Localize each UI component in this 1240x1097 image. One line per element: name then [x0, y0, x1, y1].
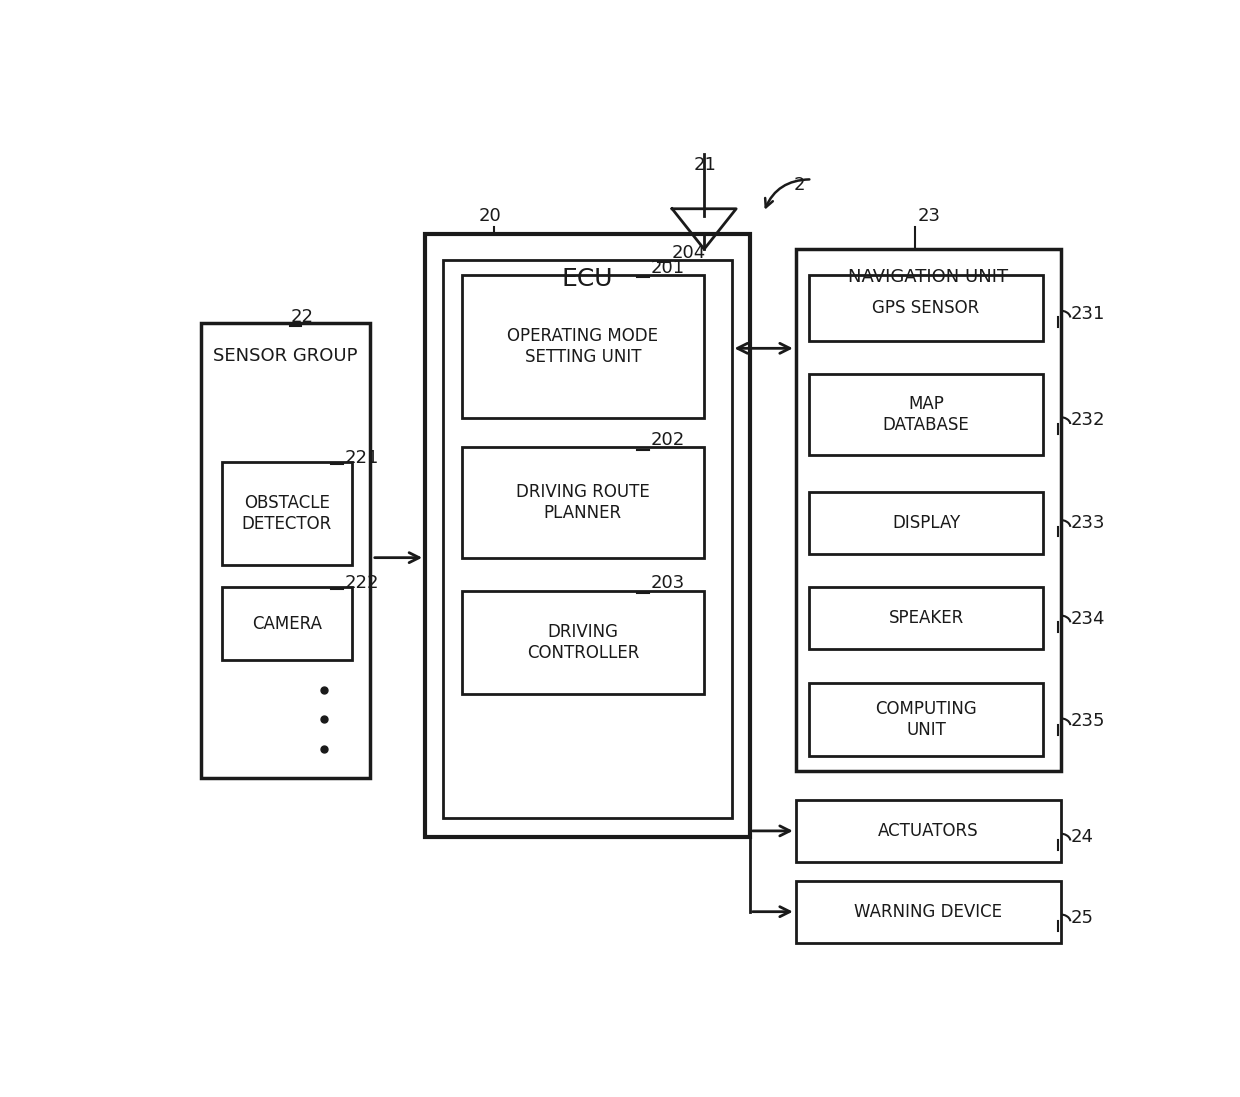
Text: DISPLAY: DISPLAY [892, 513, 960, 532]
Bar [222, 587, 352, 660]
Text: 234: 234 [1070, 610, 1105, 627]
Bar [461, 590, 704, 693]
Text: 22: 22 [290, 308, 314, 326]
Text: DRIVING ROUTE
PLANNER: DRIVING ROUTE PLANNER [516, 483, 650, 522]
Bar [810, 491, 1043, 554]
Bar [796, 249, 1061, 771]
Text: 221: 221 [345, 450, 379, 467]
Text: OBSTACLE
DETECTOR: OBSTACLE DETECTOR [242, 494, 332, 533]
Bar [810, 587, 1043, 649]
Text: GPS SENSOR: GPS SENSOR [873, 298, 980, 317]
Text: WARNING DEVICE: WARNING DEVICE [854, 903, 1002, 921]
Text: OPERATING MODE
SETTING UNIT: OPERATING MODE SETTING UNIT [507, 327, 658, 366]
Bar [444, 260, 732, 818]
Text: NAVIGATION UNIT: NAVIGATION UNIT [848, 268, 1008, 286]
Text: 233: 233 [1070, 514, 1105, 532]
Text: 202: 202 [651, 431, 686, 449]
Bar [810, 275, 1043, 341]
Text: 24: 24 [1070, 828, 1094, 846]
Text: DRIVING
CONTROLLER: DRIVING CONTROLLER [527, 623, 639, 661]
Text: MAP
DATABASE: MAP DATABASE [883, 395, 970, 433]
Text: 23: 23 [918, 207, 940, 225]
Text: 21: 21 [693, 156, 715, 173]
Text: SENSOR GROUP: SENSOR GROUP [213, 347, 357, 364]
Text: 25: 25 [1070, 908, 1094, 927]
Text: 204: 204 [672, 244, 707, 262]
Text: COMPUTING
UNIT: COMPUTING UNIT [875, 700, 977, 738]
Bar [796, 881, 1061, 943]
Text: ECU: ECU [562, 267, 614, 291]
Bar [796, 800, 1061, 862]
Text: SPEAKER: SPEAKER [889, 609, 963, 627]
Bar [425, 235, 750, 837]
Bar [461, 448, 704, 557]
Text: 222: 222 [345, 575, 379, 592]
Bar [461, 275, 704, 418]
Bar [810, 374, 1043, 455]
Text: 201: 201 [651, 259, 686, 276]
Text: CAMERA: CAMERA [252, 614, 322, 633]
Text: 232: 232 [1070, 411, 1105, 429]
Text: ACTUATORS: ACTUATORS [878, 823, 978, 840]
Text: 235: 235 [1070, 712, 1105, 731]
Bar [810, 682, 1043, 756]
Bar [201, 323, 370, 778]
Bar [222, 462, 352, 565]
Text: 203: 203 [651, 575, 686, 592]
Text: 2: 2 [794, 176, 805, 193]
Text: 20: 20 [479, 207, 502, 225]
Text: 231: 231 [1070, 305, 1105, 323]
